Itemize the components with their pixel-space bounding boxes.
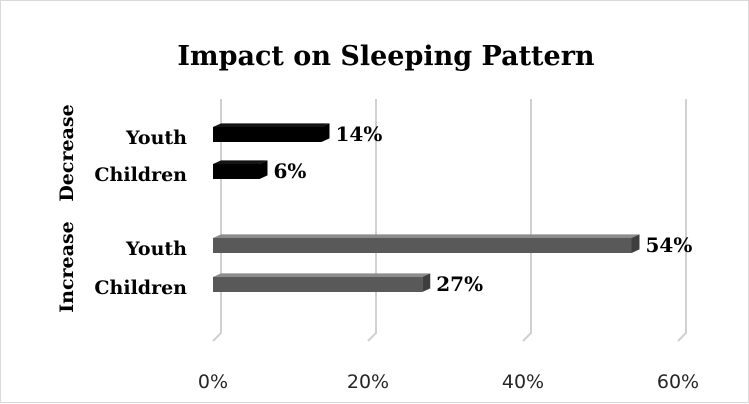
category-label: Children bbox=[94, 277, 187, 299]
bar bbox=[213, 123, 330, 142]
data-label: 27% bbox=[436, 272, 483, 296]
data-label: 54% bbox=[646, 233, 693, 257]
x-tick-label: 20% bbox=[347, 371, 389, 393]
gridline bbox=[367, 99, 377, 342]
category-label: Youth bbox=[125, 238, 187, 260]
data-label: 14% bbox=[336, 122, 383, 146]
x-tick-label: 0% bbox=[198, 371, 228, 393]
bars bbox=[213, 123, 640, 292]
labels: 0% 20% 40% 60% 14% Youth 6% Children 54% Youth 27%… bbox=[56, 104, 699, 393]
group-label: Increase bbox=[56, 221, 78, 312]
x-tick-label: 60% bbox=[657, 371, 699, 393]
group-label: Decrease bbox=[56, 104, 78, 201]
gridlines bbox=[212, 99, 687, 342]
category-label: Youth bbox=[125, 127, 187, 149]
data-label: 6% bbox=[274, 159, 307, 183]
gridline bbox=[677, 99, 687, 342]
bar bbox=[213, 234, 640, 253]
category-label: Children bbox=[94, 164, 187, 186]
x-tick-label: 40% bbox=[502, 371, 544, 393]
chart-title: Impact on Sleeping Pattern bbox=[177, 41, 594, 72]
gridline bbox=[522, 99, 532, 342]
bar bbox=[213, 160, 268, 179]
bar bbox=[213, 273, 431, 292]
